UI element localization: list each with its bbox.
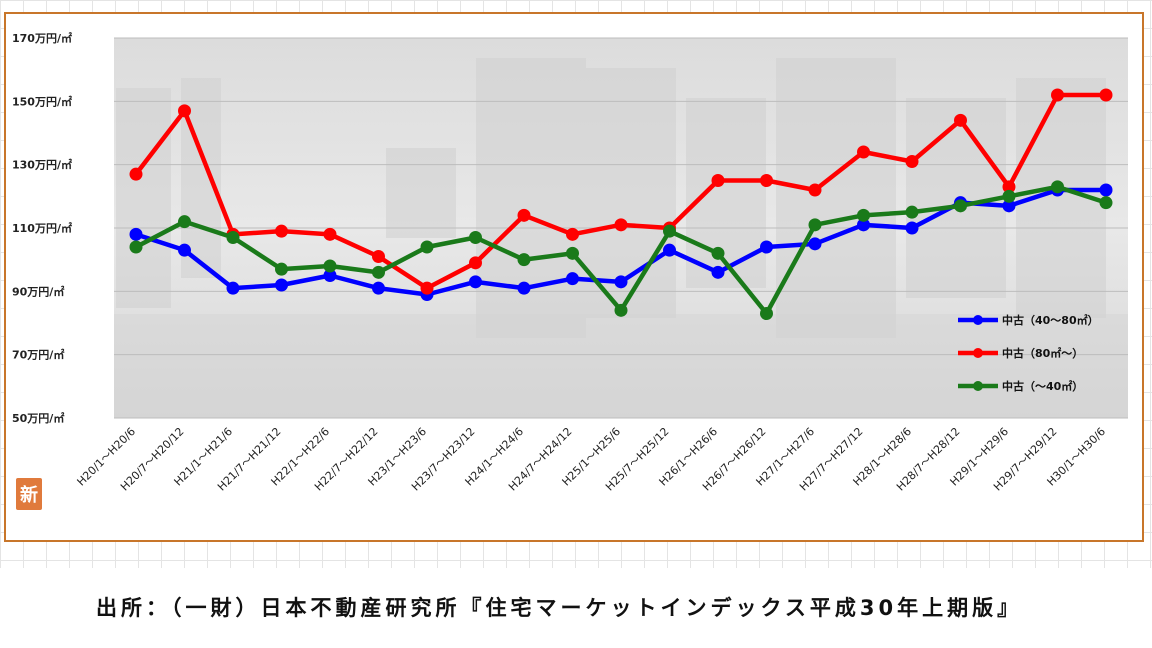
data-point (663, 243, 676, 257)
data-point (226, 281, 240, 295)
data-point (760, 240, 773, 254)
legend-marker (973, 348, 983, 358)
data-point (517, 281, 531, 295)
data-point (323, 227, 337, 241)
data-point (129, 227, 143, 241)
data-point (808, 218, 822, 232)
data-point (614, 275, 628, 289)
data-point (614, 218, 628, 232)
data-point (469, 275, 482, 289)
data-point (1099, 196, 1113, 210)
data-point (663, 224, 676, 238)
data-point (178, 104, 191, 118)
data-point (420, 281, 434, 295)
data-point (808, 237, 822, 251)
data-point (1002, 199, 1016, 213)
logo-badge: 新 (16, 478, 42, 510)
legend-label: 中古（～40㎡） (1002, 379, 1083, 393)
data-point (808, 183, 822, 197)
series-group (129, 88, 1113, 320)
data-point (1099, 88, 1113, 102)
background-building (476, 58, 586, 338)
data-point (129, 167, 143, 181)
background-road (114, 314, 1128, 418)
data-point (760, 174, 773, 187)
data-point (857, 145, 870, 159)
chart-frame: 170万円/㎡ 150万円/㎡ 130万円/㎡ 110万円/㎡ 90万円/㎡ 70万円/㎡… (4, 12, 1144, 542)
data-point (711, 265, 725, 279)
caption-band (0, 568, 1152, 648)
y-tick-label: 130万円/㎡ (12, 158, 72, 172)
data-point (954, 113, 967, 127)
data-point (1051, 180, 1064, 194)
data-point (905, 205, 919, 219)
data-point (372, 250, 385, 263)
data-point (566, 246, 579, 260)
x-axis-ticks: H20/1～H20/6H20/7～H20/12H21/1～H21/6H21/7～… (75, 425, 1109, 494)
data-point (469, 231, 482, 244)
data-point (1051, 88, 1064, 102)
y-tick-label: 110万円/㎡ (12, 221, 72, 235)
y-tick-label: 170万円/㎡ (12, 31, 72, 45)
data-point (178, 215, 191, 229)
data-point (905, 155, 919, 168)
background-building (776, 58, 896, 338)
data-point (275, 262, 288, 276)
data-point (323, 269, 337, 282)
series-2 (129, 180, 1113, 320)
data-point (566, 227, 579, 241)
data-point (178, 243, 191, 257)
series-0 (129, 183, 1113, 301)
y-tick-label: 90万円/㎡ (12, 284, 64, 298)
data-point (711, 246, 725, 260)
data-point (469, 256, 482, 270)
source-caption: 出所：（一財）日本不動産研究所『住宅マーケットインデックス平成30年上期版』 (96, 596, 1023, 620)
legend-label: 中古（40～80㎡） (1002, 313, 1099, 327)
data-point (226, 231, 240, 244)
data-point (1002, 180, 1016, 194)
data-point (517, 208, 531, 222)
y-tick-label: 150万円/㎡ (12, 94, 72, 108)
data-point (1099, 183, 1113, 197)
legend-marker (973, 381, 983, 391)
legend-label: 中古（80㎡～） (1002, 346, 1083, 360)
data-point (323, 259, 337, 273)
legend-marker (973, 315, 983, 325)
line-chart: 170万円/㎡ 150万円/㎡ 130万円/㎡ 110万円/㎡ 90万円/㎡ 70万円/㎡… (12, 31, 1128, 494)
data-point (614, 303, 628, 317)
background-building (116, 88, 171, 308)
data-point (275, 224, 288, 238)
data-point (760, 307, 773, 320)
data-point (275, 278, 288, 292)
background-building (386, 148, 456, 238)
data-point (857, 208, 870, 222)
data-point (372, 281, 385, 295)
data-point (129, 240, 143, 254)
y-axis-ticks: 170万円/㎡ 150万円/㎡ 130万円/㎡ 110万円/㎡ 90万円/㎡ 70万円/㎡… (12, 31, 72, 425)
y-tick-label: 70万円/㎡ (12, 348, 64, 362)
data-point (954, 199, 967, 213)
data-point (517, 253, 531, 267)
data-point (372, 265, 385, 279)
data-point (566, 272, 579, 286)
y-tick-label: 50万円/㎡ (12, 411, 64, 425)
data-point (905, 221, 919, 235)
legend: 中古（40～80㎡） 中古（80㎡～） 中古（～40㎡） (958, 313, 1099, 393)
background-building (686, 98, 766, 288)
data-point (857, 218, 870, 232)
data-point (420, 240, 434, 254)
data-point (1002, 189, 1016, 203)
data-point (711, 174, 725, 187)
